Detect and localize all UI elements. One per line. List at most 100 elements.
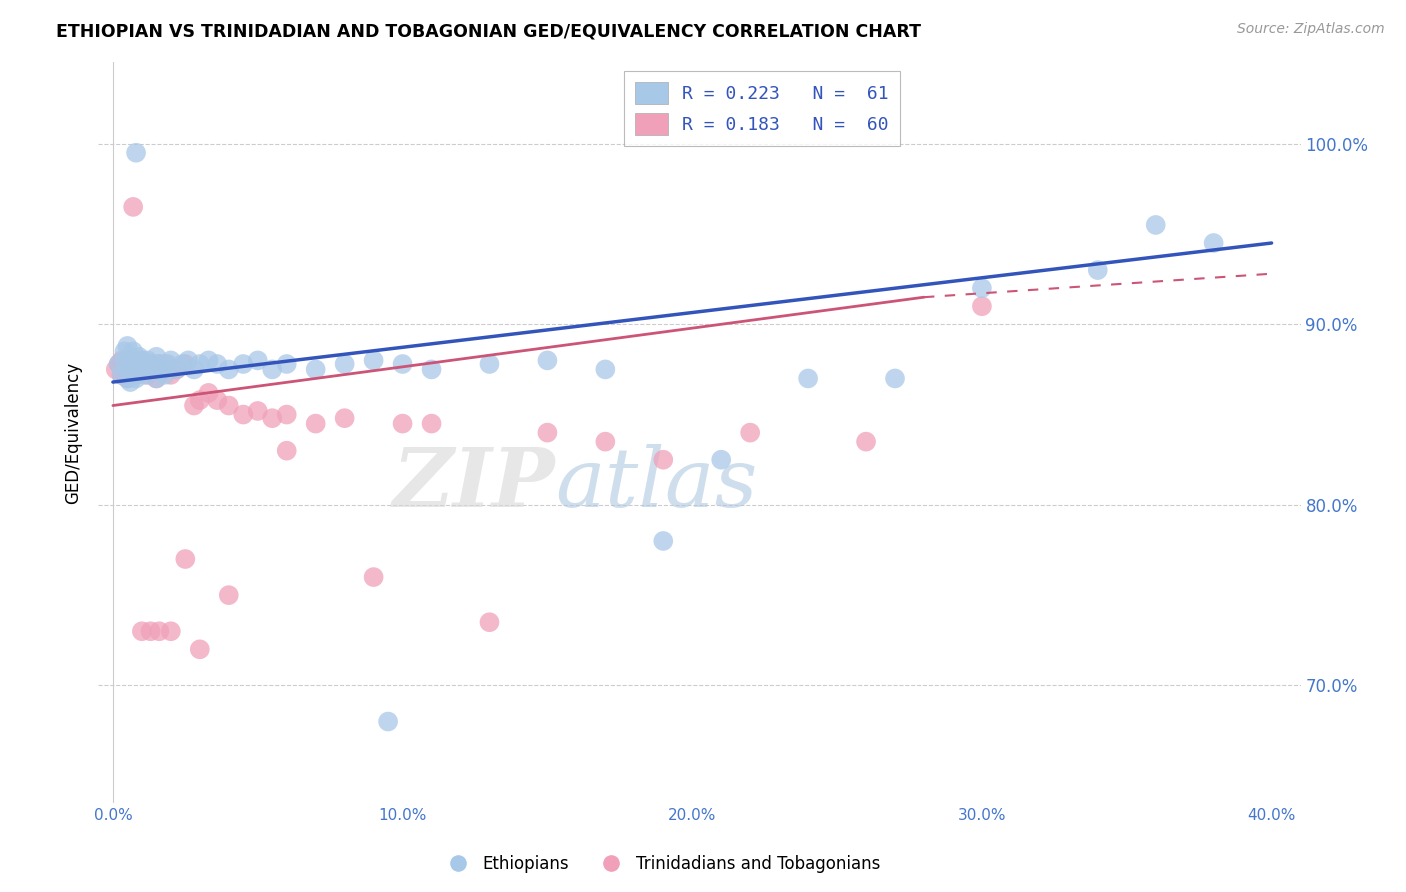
Point [797,371,820,385]
Point [120,362,142,376]
Point [114,344,136,359]
Point [153,368,176,382]
Point [136,357,159,371]
Point [218,362,240,376]
Point [117,371,139,385]
Point [1144,218,1167,232]
Point [148,624,170,639]
Point [391,417,413,431]
Point [120,350,142,364]
Point [478,357,501,371]
Point [104,362,127,376]
Legend: R = 0.223   N =  61, R = 0.183   N =  60: R = 0.223 N = 61, R = 0.183 N = 60 [624,71,900,146]
Point [131,624,153,639]
Text: ZIP: ZIP [392,444,555,524]
Point [262,362,284,376]
Point [117,371,139,385]
Point [142,357,165,371]
Point [120,353,142,368]
Point [218,588,240,602]
Point [652,533,675,548]
Point [166,362,188,376]
Point [188,642,211,657]
Point [125,357,148,371]
Point [536,425,558,440]
Point [110,368,132,382]
Point [595,362,617,376]
Point [117,357,139,371]
Point [156,357,179,371]
Point [150,362,173,376]
Point [142,362,165,376]
Point [652,452,675,467]
Point [710,452,733,467]
Point [134,368,156,382]
Point [134,362,156,376]
Point [188,393,211,408]
Text: atlas: atlas [555,444,758,524]
Point [122,200,145,214]
Point [183,362,205,376]
Point [333,411,356,425]
Point [1087,263,1109,277]
Point [134,357,156,371]
Point [276,357,298,371]
Point [148,357,170,371]
Point [128,350,150,364]
Point [166,362,188,376]
Point [205,393,228,408]
Point [128,357,150,371]
Point [232,408,254,422]
Point [188,357,211,371]
Point [122,357,145,371]
Point [107,357,129,371]
Point [174,552,197,566]
Y-axis label: GED/Equivalency: GED/Equivalency [65,361,83,504]
Point [131,362,153,376]
Point [145,371,167,385]
Point [125,362,148,376]
Point [150,362,173,376]
Point [740,425,762,440]
Point [218,399,240,413]
Point [205,357,228,371]
Point [128,357,150,371]
Point [174,357,197,371]
Point [160,624,183,639]
Point [117,339,139,353]
Point [128,362,150,376]
Point [125,371,148,385]
Point [160,368,183,382]
Point [363,353,385,368]
Point [139,362,162,376]
Point [1202,235,1225,250]
Point [305,417,328,431]
Point [131,353,153,368]
Point [114,362,136,376]
Point [114,353,136,368]
Point [110,353,132,368]
Point [160,353,183,368]
Point [125,368,148,382]
Point [377,714,399,729]
Point [136,360,159,375]
Point [122,357,145,371]
Point [246,353,269,368]
Point [172,357,194,371]
Point [148,357,170,371]
Point [183,399,205,413]
Point [420,362,443,376]
Point [595,434,617,449]
Point [276,443,298,458]
Point [145,371,167,385]
Point [153,357,176,371]
Point [276,408,298,422]
Point [122,362,145,376]
Point [136,353,159,368]
Point [391,357,413,371]
Point [232,357,254,371]
Point [970,281,993,295]
Point [420,417,443,431]
Point [122,344,145,359]
Point [478,615,501,630]
